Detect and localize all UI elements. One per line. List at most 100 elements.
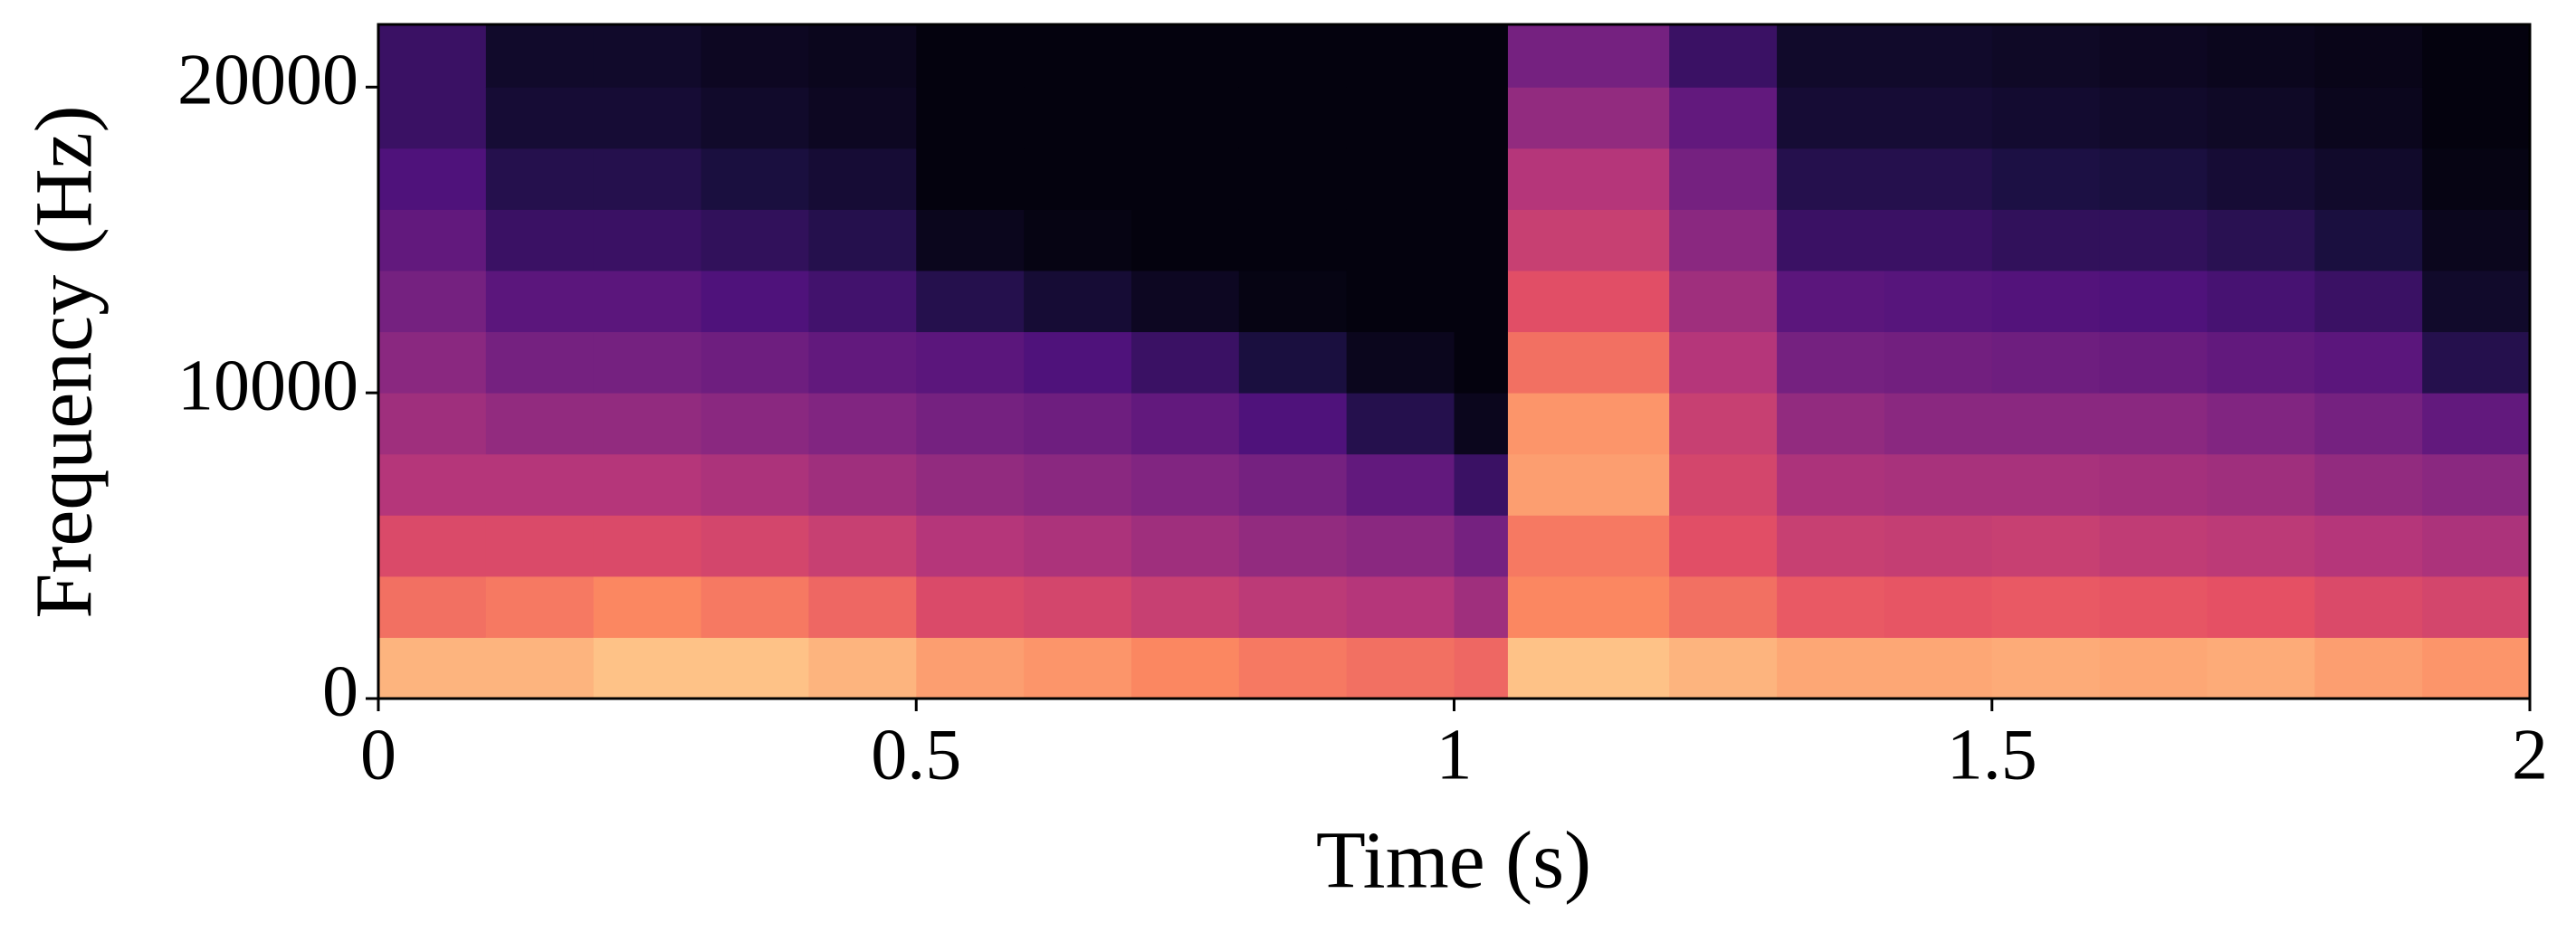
spectrogram-cell bbox=[593, 393, 702, 455]
spectrogram-cell bbox=[1507, 147, 1670, 210]
spectrogram-cell bbox=[1991, 453, 2101, 516]
spectrogram-cell bbox=[485, 87, 595, 149]
spectrogram-cell bbox=[2207, 87, 2315, 149]
spectrogram-cell bbox=[1884, 637, 1993, 699]
spectrogram-cell bbox=[1131, 453, 1240, 516]
spectrogram-cell bbox=[1238, 331, 1348, 394]
spectrogram-cell bbox=[2207, 637, 2315, 699]
spectrogram-cell bbox=[1507, 637, 1670, 699]
spectrogram-cell bbox=[1024, 637, 1132, 699]
spectrogram-cell bbox=[1669, 87, 1778, 149]
spectrogram-cell bbox=[808, 575, 917, 638]
spectrogram-cell bbox=[1454, 515, 1509, 577]
spectrogram-cell bbox=[1131, 147, 1240, 210]
spectrogram-cell bbox=[2422, 393, 2531, 455]
spectrogram-cell bbox=[1131, 331, 1240, 394]
spectrogram-cell bbox=[2314, 147, 2423, 210]
spectrogram-cell bbox=[1346, 209, 1455, 271]
spectrogram-cell bbox=[1669, 24, 1778, 88]
spectrogram-cell bbox=[1669, 147, 1778, 210]
spectrogram-cell bbox=[916, 331, 1025, 394]
spectrogram-cell bbox=[2422, 270, 2531, 333]
spectrogram-cell bbox=[2207, 209, 2315, 271]
spectrogram-cell bbox=[1131, 87, 1240, 149]
spectrogram-cell bbox=[1346, 87, 1455, 149]
spectrogram-cell bbox=[2099, 147, 2208, 210]
spectrogram-cell bbox=[1346, 515, 1455, 577]
spectrogram-cell bbox=[1991, 209, 2101, 271]
spectrogram-cell bbox=[2207, 24, 2315, 88]
spectrogram-cell bbox=[593, 270, 702, 333]
spectrogram-cell bbox=[808, 24, 917, 88]
spectrogram-cell bbox=[1024, 515, 1132, 577]
spectrogram-cell bbox=[378, 393, 487, 455]
spectrogram-cell bbox=[808, 393, 917, 455]
spectrogram-cell bbox=[485, 270, 595, 333]
spectrogram-cell bbox=[2207, 453, 2315, 516]
spectrogram-cell bbox=[1131, 575, 1240, 638]
spectrogram-cell bbox=[485, 453, 595, 516]
y-tick-label: 20000 bbox=[177, 41, 358, 120]
spectrogram-cell bbox=[2099, 453, 2208, 516]
spectrogram-cell bbox=[1777, 331, 1885, 394]
spectrogram-cell bbox=[1454, 453, 1509, 516]
spectrogram-cell bbox=[593, 147, 702, 210]
spectrogram-cell bbox=[1131, 393, 1240, 455]
spectrogram-cell bbox=[593, 575, 702, 638]
spectrogram-cell bbox=[1777, 393, 1885, 455]
spectrogram-cell bbox=[2314, 87, 2423, 149]
spectrogram-cell bbox=[1777, 270, 1885, 333]
x-tick-label: 0.5 bbox=[871, 715, 961, 794]
spectrogram-cell bbox=[701, 453, 809, 516]
x-axis-label: Time (s) bbox=[1316, 816, 1591, 906]
spectrogram-cell bbox=[701, 393, 809, 455]
spectrogram-cell bbox=[1669, 209, 1778, 271]
spectrogram-cell bbox=[1238, 209, 1348, 271]
spectrogram-cell bbox=[916, 147, 1025, 210]
spectrogram-cell bbox=[2207, 575, 2315, 638]
spectrogram-cell bbox=[1991, 515, 2101, 577]
spectrogram-cell bbox=[808, 87, 917, 149]
spectrogram-cell bbox=[1131, 515, 1240, 577]
spectrogram-cell bbox=[1024, 24, 1132, 88]
spectrogram-cell bbox=[2314, 209, 2423, 271]
spectrogram-cell bbox=[916, 453, 1025, 516]
spectrogram-cell bbox=[485, 637, 595, 699]
y-tick-label: 0 bbox=[322, 651, 358, 731]
spectrogram-cell bbox=[378, 515, 487, 577]
spectrogram-cell bbox=[1346, 24, 1455, 88]
spectrogram-cell bbox=[1884, 575, 1993, 638]
spectrogram-cell bbox=[1454, 331, 1509, 394]
spectrogram-cell bbox=[1131, 24, 1240, 88]
spectrogram-cell bbox=[2314, 637, 2423, 699]
spectrogram-cell bbox=[1507, 87, 1670, 149]
spectrogram-cell bbox=[1507, 24, 1670, 88]
spectrogram-cell bbox=[2422, 87, 2531, 149]
spectrogram-cell bbox=[1507, 393, 1670, 455]
spectrogram-cell bbox=[2207, 270, 2315, 333]
spectrogram-cell bbox=[1238, 575, 1348, 638]
x-tick-label: 1.5 bbox=[1947, 715, 2037, 794]
spectrogram-cell bbox=[593, 453, 702, 516]
spectrogram-cell bbox=[485, 515, 595, 577]
spectrogram-cell bbox=[593, 331, 702, 394]
spectrogram-cell bbox=[2314, 331, 2423, 394]
spectrogram-cell bbox=[485, 331, 595, 394]
spectrogram-cell bbox=[808, 637, 917, 699]
spectrogram-cell bbox=[1884, 147, 1993, 210]
spectrogram-cell bbox=[378, 270, 487, 333]
spectrogram-cell bbox=[1777, 209, 1885, 271]
spectrogram-cell bbox=[916, 575, 1025, 638]
spectrogram-cell bbox=[1884, 331, 1993, 394]
spectrogram-cell bbox=[1507, 331, 1670, 394]
spectrogram-cell bbox=[701, 87, 809, 149]
spectrogram-cell bbox=[1024, 393, 1132, 455]
spectrogram-cell bbox=[916, 515, 1025, 577]
spectrogram-cell bbox=[2099, 637, 2208, 699]
spectrogram-cell bbox=[916, 270, 1025, 333]
spectrogram-cell bbox=[378, 575, 487, 638]
spectrogram-cell bbox=[1669, 270, 1778, 333]
spectrogram-cell bbox=[2422, 147, 2531, 210]
spectrogram-cell bbox=[1346, 270, 1455, 333]
